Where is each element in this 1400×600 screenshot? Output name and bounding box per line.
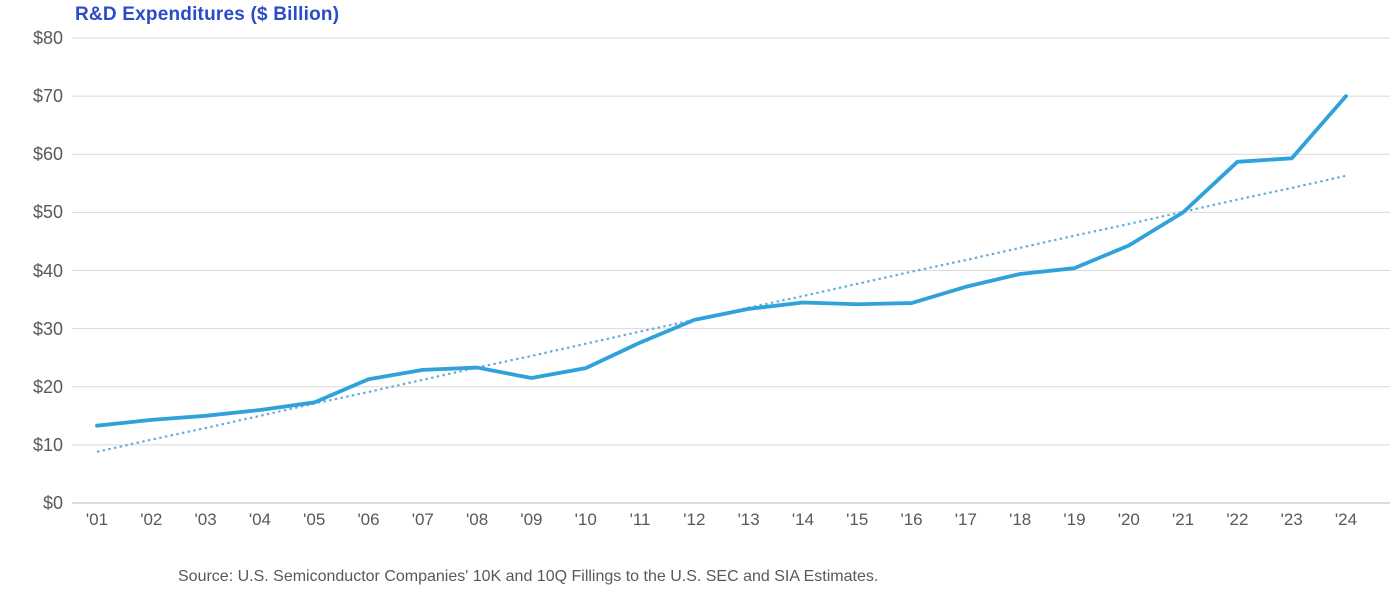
y-axis-label: $10 — [32, 434, 63, 455]
x-axis-label: '14 — [791, 510, 815, 529]
x-axis-label: '11 — [629, 510, 651, 529]
x-axis-label: '18 — [1009, 510, 1032, 529]
x-axis-label: '19 — [1063, 510, 1086, 529]
x-axis-label: '01 — [85, 510, 109, 529]
y-axis-label: $30 — [32, 318, 63, 339]
y-axis-label: $70 — [32, 86, 63, 107]
x-axis-label: '04 — [248, 510, 271, 529]
x-axis-label: '07 — [411, 510, 434, 529]
x-axis-label: '16 — [900, 510, 923, 529]
x-axis-label: '13 — [737, 510, 760, 529]
x-axis-label: '03 — [194, 510, 217, 529]
x-axis-label: '10 — [574, 510, 597, 529]
x-axis-label: '02 — [140, 510, 163, 529]
x-axis-label: '24 — [1334, 510, 1358, 529]
x-axis-label: '09 — [520, 510, 543, 529]
y-axis-label: $80 — [32, 28, 63, 48]
chart-title: R&D Expenditures ($ Billion) — [75, 4, 340, 25]
x-axis-label: '08 — [466, 510, 489, 529]
y-axis-label: $60 — [32, 144, 63, 165]
x-axis-label: '06 — [357, 510, 380, 529]
source-note: Source: U.S. Semiconductor Companies' 10… — [178, 568, 879, 585]
x-axis-label: '12 — [683, 510, 706, 529]
y-axis-label: $40 — [32, 260, 63, 281]
x-axis-label: '20 — [1117, 510, 1140, 529]
x-axis-label: '05 — [303, 510, 326, 529]
y-axis-label: $20 — [32, 376, 63, 397]
y-axis-label: $50 — [32, 202, 63, 223]
x-axis-label: '23 — [1280, 510, 1303, 529]
x-axis-label: '22 — [1226, 510, 1249, 529]
x-axis-label: '17 — [954, 510, 977, 529]
x-axis-label: '15 — [846, 510, 869, 529]
rd-expenditures-series — [95, 94, 1348, 428]
y-axis-label: $0 — [42, 493, 63, 513]
x-axis-label: '21 — [1172, 510, 1195, 529]
